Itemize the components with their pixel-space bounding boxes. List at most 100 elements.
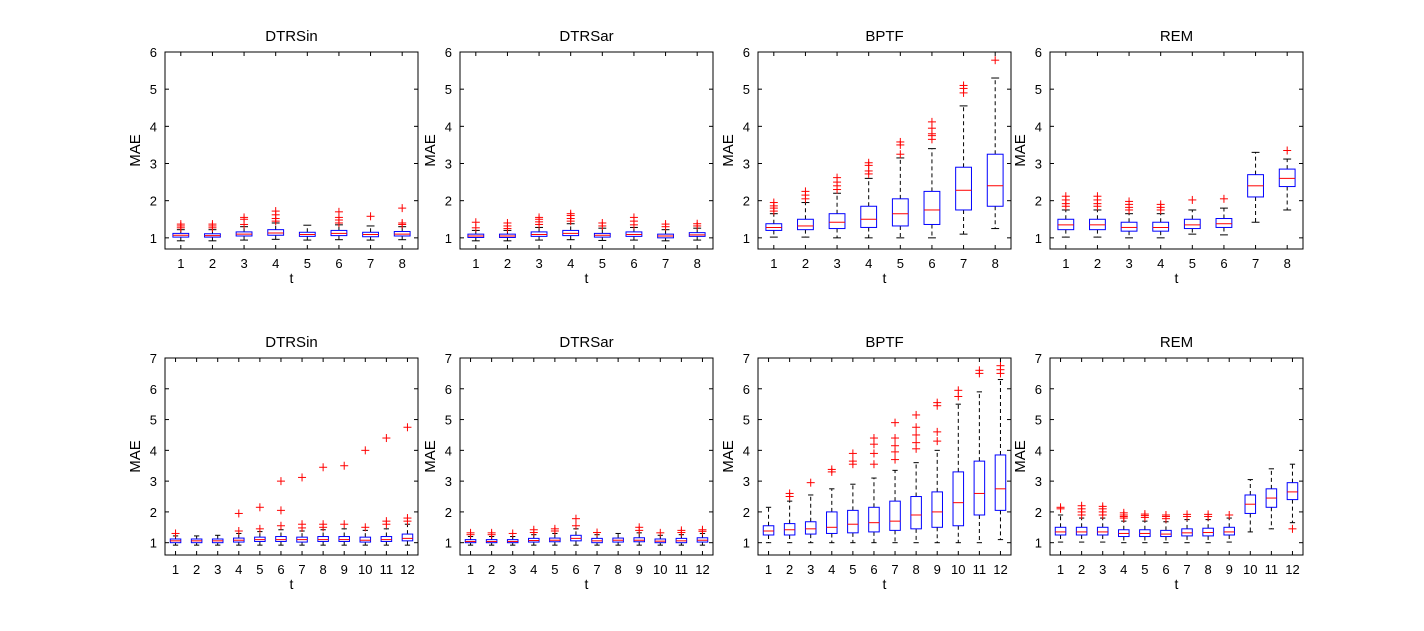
y-tick-label: 3 [1035,157,1042,172]
box-5 [593,218,611,241]
x-tick-label: 7 [960,256,967,271]
outlier-marker [1219,194,1228,203]
x-tick-label: 2 [1078,562,1085,577]
x-tick-label: 2 [504,256,511,271]
y-tick-label: 6 [743,45,750,60]
x-tick-label: 2 [1094,256,1101,271]
y-tick-label: 7 [1035,351,1042,366]
box-4 [233,509,245,546]
outlier-marker [635,523,644,532]
y-tick-label: 3 [445,157,452,172]
box-iqr [401,533,414,542]
y-tick-label: 6 [445,45,452,60]
axes-frame [1049,51,1304,250]
box-4 [1118,508,1130,544]
x-tick-label: 3 [1125,256,1132,271]
box-2 [485,528,498,546]
outlier-marker [550,524,559,533]
box-iqr [847,509,859,534]
box-2 [190,535,203,546]
outlier-marker [954,386,963,395]
y-tick-label: 6 [150,382,157,397]
box-4 [826,465,838,544]
y-tick-label: 5 [445,413,452,428]
x-tick-label: 1 [1057,562,1064,577]
x-tick-label: 10 [1243,562,1257,577]
x-tick-label: 3 [535,256,542,271]
x-axis-label: t [585,576,589,592]
box-iqr [1054,526,1067,536]
box-iqr [317,536,329,542]
outlier-marker [912,430,921,439]
y-tick-label: 1 [150,231,157,246]
box-8 [317,463,329,546]
box-7 [657,220,674,242]
box-9 [633,523,645,546]
x-tick-label: 4 [530,562,537,577]
x-tick-label: 7 [662,256,669,271]
y-tick-label: 1 [743,231,750,246]
outlier-marker [656,528,665,537]
x-tick-label: 7 [1183,562,1190,577]
box-3 [235,213,253,241]
y-tick-label: 1 [1035,231,1042,246]
box-iqr [1075,526,1088,536]
outlier-marker [1077,501,1086,510]
x-tick-label: 8 [1284,256,1291,271]
box-3 [211,534,224,546]
y-tick-label: 4 [150,443,157,458]
outlier-marker [234,526,243,535]
outlier-marker [1140,510,1149,519]
outlier-marker [571,521,580,530]
box-1 [765,198,783,238]
outlier-marker [1188,195,1197,204]
box-iqr [910,496,922,530]
outlier-marker [848,457,857,466]
axes-frame [459,51,714,250]
box-6 [330,207,348,241]
y-tick-label: 5 [743,413,750,428]
outlier-marker [677,526,686,535]
y-tick-label: 2 [1035,194,1042,209]
y-tick-label: 5 [150,82,157,97]
box-5 [549,524,561,546]
box-iqr [1160,529,1172,538]
box-3 [506,529,519,546]
box-8 [393,204,411,241]
outlier-marker [996,361,1005,370]
box-4 [528,525,540,546]
x-tick-label: 9 [341,562,348,577]
outlier-marker [487,528,496,537]
outlier-marker [298,520,307,529]
box-6 [923,117,941,239]
axes-frame [164,51,419,250]
box-iqr [1120,221,1138,232]
x-tick-label: 10 [653,562,667,577]
y-tick-label: 7 [445,351,452,366]
panel-title: DTRSin [265,28,318,45]
outlier-marker [334,207,343,216]
x-tick-label: 10 [951,562,965,577]
outlier-marker [319,463,328,472]
outlier-marker [912,423,921,432]
box-7 [296,473,308,546]
y-axis-label: MAE [720,134,737,167]
outlier-marker [896,137,905,146]
outlier-marker [769,198,778,207]
y-tick-label: 6 [1035,45,1042,60]
y-axis-label: MAE [720,440,737,473]
x-tick-label: 12 [993,562,1007,577]
box-7 [1247,151,1264,223]
box-11 [675,526,688,546]
box-1 [467,218,485,242]
outlier-marker [806,478,815,487]
panel-title: DTRSar [559,28,613,45]
box-iqr [952,471,965,527]
box-3 [804,478,817,544]
x-tick-label: 6 [335,256,342,271]
box-iqr [804,521,817,535]
box-1 [762,506,775,544]
outlier-marker [398,204,407,213]
axes-frame [164,357,419,556]
